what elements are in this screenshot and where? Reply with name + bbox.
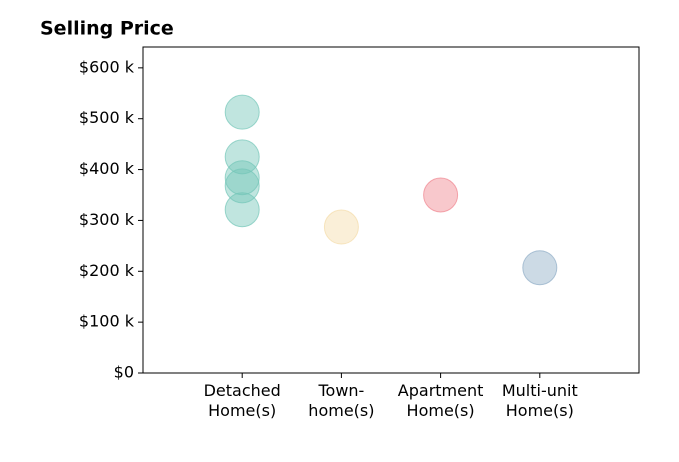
x-tick-label: Detached Home(s) — [203, 381, 281, 420]
y-tick-label: $600 k — [79, 57, 135, 76]
plot-frame — [142, 46, 640, 374]
y-tick-label: $0 — [114, 363, 134, 382]
x-tick-label: Apartment Home(s) — [397, 381, 484, 420]
point — [423, 177, 459, 213]
y-tick-label: $500 k — [79, 108, 135, 127]
point — [224, 192, 260, 228]
y-tick-label: $400 k — [79, 159, 135, 178]
point — [224, 168, 260, 204]
x-tick-label: Multi-unit Home(s) — [501, 381, 578, 420]
y-tick-label: $300 k — [79, 210, 135, 229]
y-tick-label: $100 k — [79, 312, 135, 331]
point — [224, 160, 260, 196]
y-tick-label: $200 k — [79, 261, 135, 280]
point — [522, 250, 558, 286]
point — [224, 94, 260, 130]
point — [224, 139, 260, 175]
chart-title: Selling Price — [40, 18, 174, 40]
x-tick-label: Town-home(s) — [308, 381, 375, 420]
point — [323, 209, 359, 245]
